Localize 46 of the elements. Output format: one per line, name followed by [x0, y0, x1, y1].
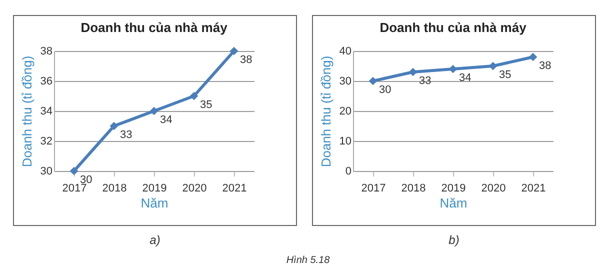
data-label: 38	[240, 54, 252, 66]
x-tick-label: 2017	[62, 182, 87, 194]
data-label: 38	[539, 60, 552, 72]
point	[110, 122, 118, 130]
data-label: 34	[160, 114, 172, 126]
point	[150, 106, 158, 116]
x-tick-label: 2018	[401, 182, 426, 194]
y-axis-title: Doanh thu (tỉ đồng)	[318, 56, 334, 168]
x-tick-label: 2018	[102, 182, 127, 194]
data-label: 33	[419, 75, 432, 87]
y-tick-label: 34	[40, 106, 52, 118]
x-tick-label: 2020	[481, 182, 506, 194]
y-tick-label: 32	[40, 136, 52, 148]
x-tick-label: 2019	[441, 182, 466, 194]
text: b)	[448, 233, 460, 247]
point	[528, 52, 538, 62]
x-tick-label: 2021	[521, 182, 546, 194]
x-tick-label: 2021	[222, 182, 247, 194]
x-axis-title: Năm	[140, 196, 168, 210]
data-label: 35	[499, 69, 512, 81]
chart-title: Doanh thu của nhà máy	[80, 20, 228, 35]
text: a)	[148, 233, 162, 247]
point	[230, 46, 238, 56]
data-label: 35	[200, 99, 212, 111]
y-tick-label: 30	[40, 166, 52, 178]
chart-title: Doanh thu của nhà máy	[380, 20, 528, 35]
point	[488, 62, 498, 70]
x-tick-label: 2020	[182, 182, 207, 194]
data-label: 33	[120, 129, 132, 141]
x-tick-label: 2017	[361, 182, 386, 194]
y-tick-label: 30	[339, 76, 352, 88]
y-axis-title: Doanh thu (tỉ đồng)	[19, 56, 34, 168]
point	[190, 92, 198, 100]
point	[70, 166, 78, 176]
y-tick-label: 38	[40, 46, 52, 58]
y-tick-label: 0	[345, 166, 352, 178]
y-tick-label: 20	[339, 106, 352, 118]
y-tick-label: 40	[339, 46, 352, 58]
point	[368, 76, 378, 86]
x-tick-label: 2019	[142, 182, 167, 194]
y-tick-label: 10	[339, 136, 352, 148]
x-axis-title: Năm	[440, 196, 468, 210]
y-tick-label: 36	[40, 76, 52, 88]
data-label: 34	[459, 72, 472, 84]
data-label: 30	[379, 84, 392, 96]
text: Hình 5.18	[285, 255, 331, 266]
